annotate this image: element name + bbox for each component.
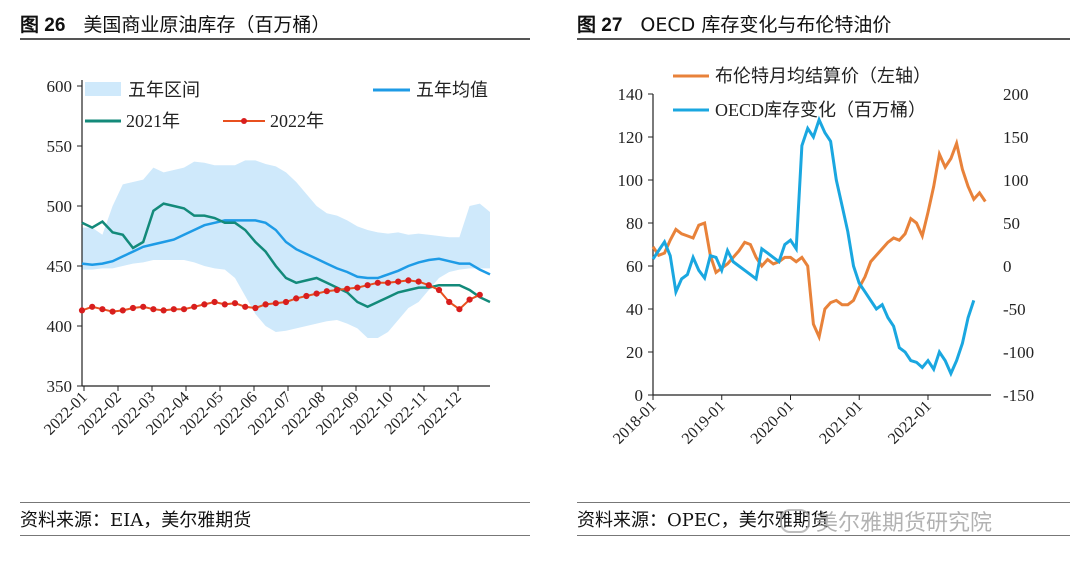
- right-right-y-tick-label: 50: [1003, 214, 1020, 233]
- year-2022-point: [140, 303, 147, 310]
- legend-label-brent: 布伦特月均结算价（左轴）: [715, 66, 931, 86]
- left-title-bar: 图 26 美国商业原油库存（百万桶）: [20, 8, 530, 40]
- right-left-y-tick-label: 120: [618, 128, 644, 147]
- right-x-tick-label: 2021-01: [816, 398, 866, 448]
- year-2022-point: [99, 306, 106, 313]
- year-2022-point: [344, 285, 351, 292]
- left-chart: 3504004505005506002022-012022-022022-032…: [41, 77, 491, 439]
- legend-label-2021: 2021年: [126, 111, 180, 131]
- right-left-y-tick-label: 60: [626, 257, 643, 276]
- year-2022-point: [78, 307, 86, 314]
- year-2022-line: [81, 279, 481, 313]
- right-right-y-tick-label: -100: [1003, 343, 1034, 362]
- left-panel: 图 26 美国商业原油库存（百万桶） 350 400 450 500 550 600 202…: [0, 0, 530, 563]
- right-x-tick-label: 2022-01: [885, 398, 935, 448]
- year-2022-point: [252, 304, 259, 312]
- year-2022-point: [160, 307, 167, 314]
- year-2022-point: [446, 298, 453, 306]
- left-y-tick-label: 600: [47, 77, 73, 96]
- year-2022-point: [354, 284, 361, 291]
- year-2022-point: [89, 303, 96, 310]
- year-2022-point: [282, 298, 290, 306]
- left-y-tick-label: 450: [47, 257, 73, 276]
- right-right-y-tick-label: -50: [1003, 300, 1026, 319]
- year-2022-point: [191, 303, 198, 310]
- right-source: 资料来源：OPEC，美尔雅期货: [577, 502, 1070, 536]
- year-2022-point: [119, 307, 126, 314]
- right-left-y-tick-label: 40: [626, 300, 643, 319]
- legend-label-range: 五年区间: [128, 80, 200, 100]
- year-2022-point: [129, 304, 137, 312]
- year-2022-point: [150, 306, 157, 313]
- year-2022-point: [384, 279, 392, 286]
- right-left-y-tick-label: 140: [618, 85, 644, 104]
- year-2022-point: [364, 282, 371, 289]
- legend-label-2022: 2022年: [270, 111, 324, 131]
- year-2022-point: [333, 286, 341, 294]
- right-left-y-tick-label: 0: [635, 386, 644, 405]
- legend-marker-2022: [241, 118, 247, 124]
- right-right-y-tick-label: 100: [1003, 171, 1029, 190]
- right-left-y-tick-label: 20: [626, 343, 643, 362]
- year-2022-point: [211, 298, 218, 306]
- right-right-y-tick-label: 0: [1003, 257, 1012, 276]
- year-2022-point: [415, 278, 422, 285]
- right-left-y-tick-label: 80: [626, 214, 643, 233]
- year-2022-point: [313, 290, 320, 297]
- year-2022-point: [109, 308, 116, 315]
- year-2022-point: [435, 286, 443, 294]
- watermark-text: 美尔雅期货研究院: [816, 511, 993, 536]
- right-right-y-tick-label: -150: [1003, 386, 1034, 405]
- year-2022-point: [272, 300, 279, 307]
- year-2022-point: [221, 301, 228, 308]
- right-left-y-tick-label: 100: [618, 171, 644, 190]
- legend-label-oecd: OECD库存变化（百万桶）: [715, 100, 926, 120]
- year-2022-point: [293, 295, 300, 302]
- year-2022-point: [456, 306, 463, 313]
- right-title-bar: 图 27 OECD 库存变化与布伦特油价: [577, 8, 1070, 40]
- five-year-range-band: [82, 160, 490, 338]
- year-2021-line: [81, 202, 491, 309]
- year-2022-point: [170, 306, 177, 313]
- right-figure-number: 图 27: [577, 14, 623, 36]
- year-2022-point: [242, 303, 249, 310]
- year-2022-point: [323, 288, 330, 295]
- year-2022-point: [231, 300, 239, 307]
- oecd-stock-change-line: [651, 115, 976, 378]
- wechat-icon: [780, 509, 810, 533]
- right-x-tick-label: 2018-01: [610, 398, 660, 448]
- right-x-tick-label: 2019-01: [679, 398, 729, 448]
- left-figure-number: 图 26: [20, 14, 66, 36]
- right-chart: 0 20 40 60 80 100 120 140 200 150 100 50 0 -50 -100 -15…: [610, 66, 1034, 448]
- left-figure-title: 美国商业原油库存（百万桶）: [83, 13, 331, 36]
- left-source: 资料来源：EIA，美尔雅期货: [20, 502, 530, 536]
- right-panel: 图 27 OECD 库存变化与布伦特油价 0 20 40 60 80 100 120 140 2…: [555, 0, 1080, 563]
- brent-price-line: [651, 138, 987, 342]
- year-2022-point: [466, 296, 473, 303]
- year-2022-point: [201, 301, 208, 308]
- year-2022-point: [262, 301, 269, 308]
- legend-swatch-range: [85, 82, 121, 96]
- right-right-y-tick-label: 200: [1003, 85, 1029, 104]
- year-2022-point: [405, 277, 412, 284]
- five-year-average-line: [81, 219, 491, 280]
- legend-label-avg: 五年均值: [416, 80, 488, 100]
- year-2022-point: [395, 278, 402, 285]
- left-y-tick-label: 400: [47, 317, 73, 336]
- left-y-tick-label: 350: [47, 377, 73, 396]
- year-2022-point: [180, 306, 188, 313]
- year-2022-point: [425, 282, 432, 289]
- left-y-tick-label: 550: [47, 137, 73, 156]
- left-y-tick-label: 500: [47, 197, 73, 216]
- right-x-tick-label: 2020-01: [748, 398, 798, 448]
- watermark: 美尔雅期货研究院: [780, 505, 992, 537]
- year-2022-point: [476, 291, 483, 298]
- right-figure-title: OECD 库存变化与布伦特油价: [640, 13, 892, 36]
- year-2022-point: [374, 279, 381, 286]
- right-right-y-tick-label: 150: [1003, 128, 1029, 147]
- year-2022-point: [303, 292, 310, 300]
